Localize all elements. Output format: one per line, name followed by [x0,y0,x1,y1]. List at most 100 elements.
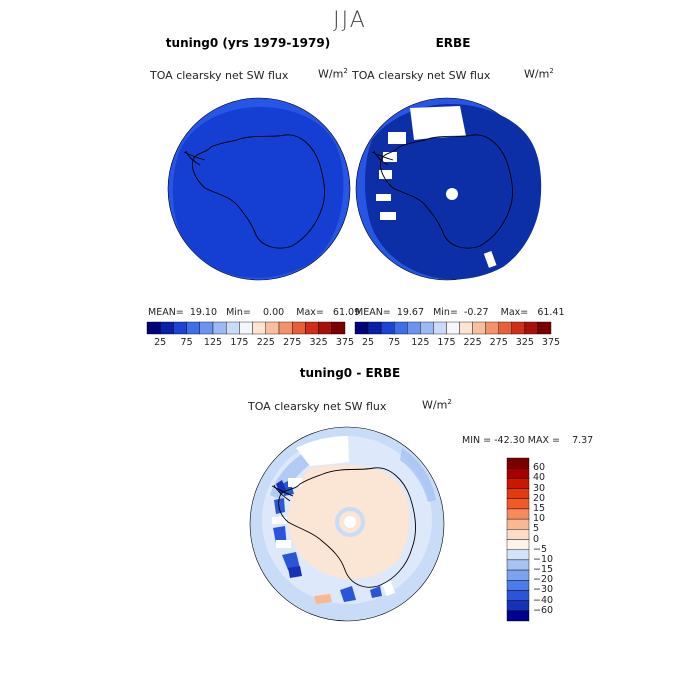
colorbar-tick-label: 175 [230,337,249,348]
colorbar-tick-label: 325 [515,337,534,348]
colorbar-tick-label: 375 [335,337,355,348]
obs-missing-box-5 [380,212,396,220]
colorbar-swatch [318,321,333,335]
colorbar-swatch [186,321,201,335]
colorbar-swatch [367,321,382,335]
obs-pole-hole [446,188,458,200]
model-polar-map [167,97,351,281]
obs-antarctica-outline [379,134,514,249]
colorbar-swatch [394,321,408,335]
colorbar-tick-label: −40 [533,594,554,606]
colorbar-swatch [212,321,227,335]
colorbar-swatch [506,467,530,479]
colorbar-swatch [433,321,447,335]
colorbar-swatch [506,488,530,499]
diff-missing-box-2 [272,517,287,524]
obs-panel-title: ERBE [435,36,471,50]
colorbar-swatch [506,529,530,540]
colorbar-swatch [265,321,280,335]
colorbar-swatch [252,321,267,335]
colorbar-tick-label: 15 [533,502,546,514]
diff-colorbar [506,457,530,622]
model-antarctica-outline [191,134,326,249]
colorbar-tick-label: 325 [309,337,328,348]
colorbar-swatch [199,321,214,335]
colorbar-swatch [305,321,319,335]
colorbar-swatch [537,321,552,335]
colorbar-tick-label: 75 [180,337,193,348]
colorbar-swatch [331,321,346,335]
colorbar-swatch [511,321,526,335]
model-panel-title: tuning0 (yrs 1979-1979) [165,36,331,50]
obs-units-label: W/m2 [524,67,554,81]
colorbar-tick-label: 40 [533,472,546,484]
diff-pole-hole [344,516,356,528]
diff-panel-title: tuning0 - ERBE [299,366,401,380]
colorbar-swatch [472,321,486,335]
colorbar-tick-label: 30 [533,482,546,494]
obs-missing-box-3 [379,170,392,179]
colorbar-swatch [239,321,253,335]
colorbar-swatch [506,600,530,612]
colorbar-tick-label: −20 [533,574,554,586]
obs-colorbar [354,321,552,335]
model-stats: MEAN= 19.10 Min= 0.00 Max= 61.09 [148,307,361,318]
colorbar-swatch [146,321,161,335]
diff-missing-sector [296,436,349,466]
colorbar-tick-label: 10 [533,513,546,525]
colorbar-swatch [380,321,395,335]
colorbar-tick-label: −15 [533,564,554,576]
colorbar-tick-label: 5 [533,523,540,535]
diff-units-label: W/m2 [422,398,452,412]
colorbar-swatch [506,569,530,581]
colorbar-swatch [506,580,530,591]
colorbar-swatch [524,321,539,335]
colorbar-swatch [446,321,460,335]
diff-missing-box-3 [276,540,291,548]
diff-polar-map [249,426,445,622]
colorbar-tick-label: 275 [489,337,508,348]
colorbar-tick-label: 225 [463,337,482,348]
diff-positive-patch [314,594,332,604]
colorbar-tick-label: 175 [437,337,456,348]
season-title: JJA [333,8,367,33]
colorbar-swatch [506,549,530,561]
colorbar-tick-label: 60 [533,462,546,474]
colorbar-swatch [506,457,530,469]
model-units-label: W/m2 [318,67,348,81]
colorbar-swatch [506,508,530,520]
model-map-field [172,106,344,278]
diff-antarctica-outline [278,467,417,588]
colorbar-swatch [506,518,530,530]
colorbar-swatch [292,321,306,335]
colorbar-swatch [159,321,174,335]
colorbar-swatch [506,498,530,510]
diff-peninsula-outline [271,484,294,502]
colorbar-tick-label: 0 [533,533,540,545]
colorbar-swatch [173,321,187,335]
colorbar-swatch [498,321,513,335]
model-variable-label: TOA clearsky net SW flux [150,69,289,82]
obs-missing-box-6 [483,251,497,268]
diff-stats: MIN = -42.30 MAX = 7.37 [462,435,594,446]
colorbar-tick-label: −5 [533,543,548,555]
colorbar-tick-label: 225 [256,337,275,348]
obs-missing-sector [410,106,466,140]
obs-stats: MEAN= 19.67 Min= -0.27 Max= 61.41 [355,307,565,318]
colorbar-swatch [485,321,499,335]
colorbar-swatch [506,590,530,601]
model-colorbar [146,321,346,335]
colorbar-swatch [225,321,240,335]
diff-missing-box-1 [288,478,302,487]
colorbar-tick-label: 20 [533,492,546,504]
obs-variable-label: TOA clearsky net SW flux [352,69,491,82]
obs-peninsula-outline [371,150,394,166]
colorbar-swatch [459,321,473,335]
diff-pole-ring [335,507,365,537]
colorbar-tick-label: 275 [283,337,302,348]
colorbar-tick-label: 75 [388,337,401,348]
colorbar-tick-label: −10 [533,553,554,565]
obs-missing-box-2 [383,152,397,162]
